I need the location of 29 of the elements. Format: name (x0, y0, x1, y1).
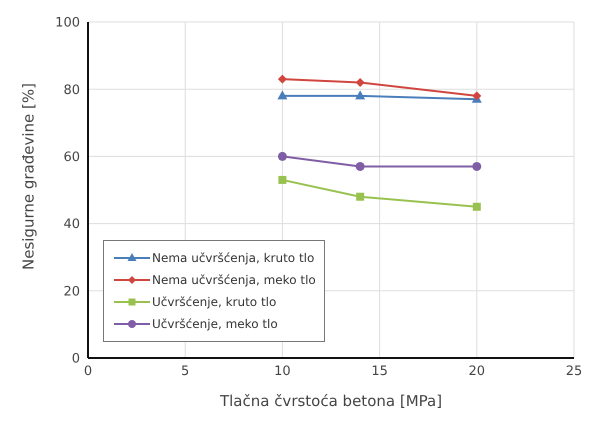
y-tick-label: 60 (63, 150, 80, 166)
y-tick-label: 40 (63, 217, 80, 232)
x-axis-title: Tlačna čvrstoća betona [MPa] (218, 392, 442, 410)
point (278, 74, 287, 84)
point (355, 90, 366, 100)
point (278, 152, 287, 161)
point (472, 202, 481, 211)
legend-label: Nema učvršćenja, meko tlo (152, 273, 316, 287)
point (277, 90, 288, 100)
y-tick-label: 0 (72, 352, 80, 367)
point (356, 78, 365, 87)
point (356, 192, 364, 201)
legend-label: Učvršćenje, kruto tlo (152, 295, 276, 309)
legend-label: Nema učvršćenja, kruto tlo (152, 251, 314, 265)
x-tick-label: 15 (371, 364, 388, 380)
point (356, 162, 365, 171)
point (472, 162, 482, 171)
y-tick-label: 80 (63, 82, 80, 98)
legend-label: Učvršćenje, meko tlo (152, 317, 278, 331)
point (472, 91, 482, 100)
y-axis-title: Nesigurne građevine [%] (19, 82, 38, 270)
x-tick-label: 10 (274, 364, 291, 380)
x-tick-label: 5 (181, 364, 190, 380)
y-tick-label: 100 (55, 16, 80, 31)
x-tick-label: 25 (566, 364, 582, 380)
x-tick-label: 0 (84, 364, 92, 380)
y-tick-label: 20 (63, 284, 80, 300)
point (278, 176, 286, 184)
x-tick-label: 20 (468, 364, 486, 380)
